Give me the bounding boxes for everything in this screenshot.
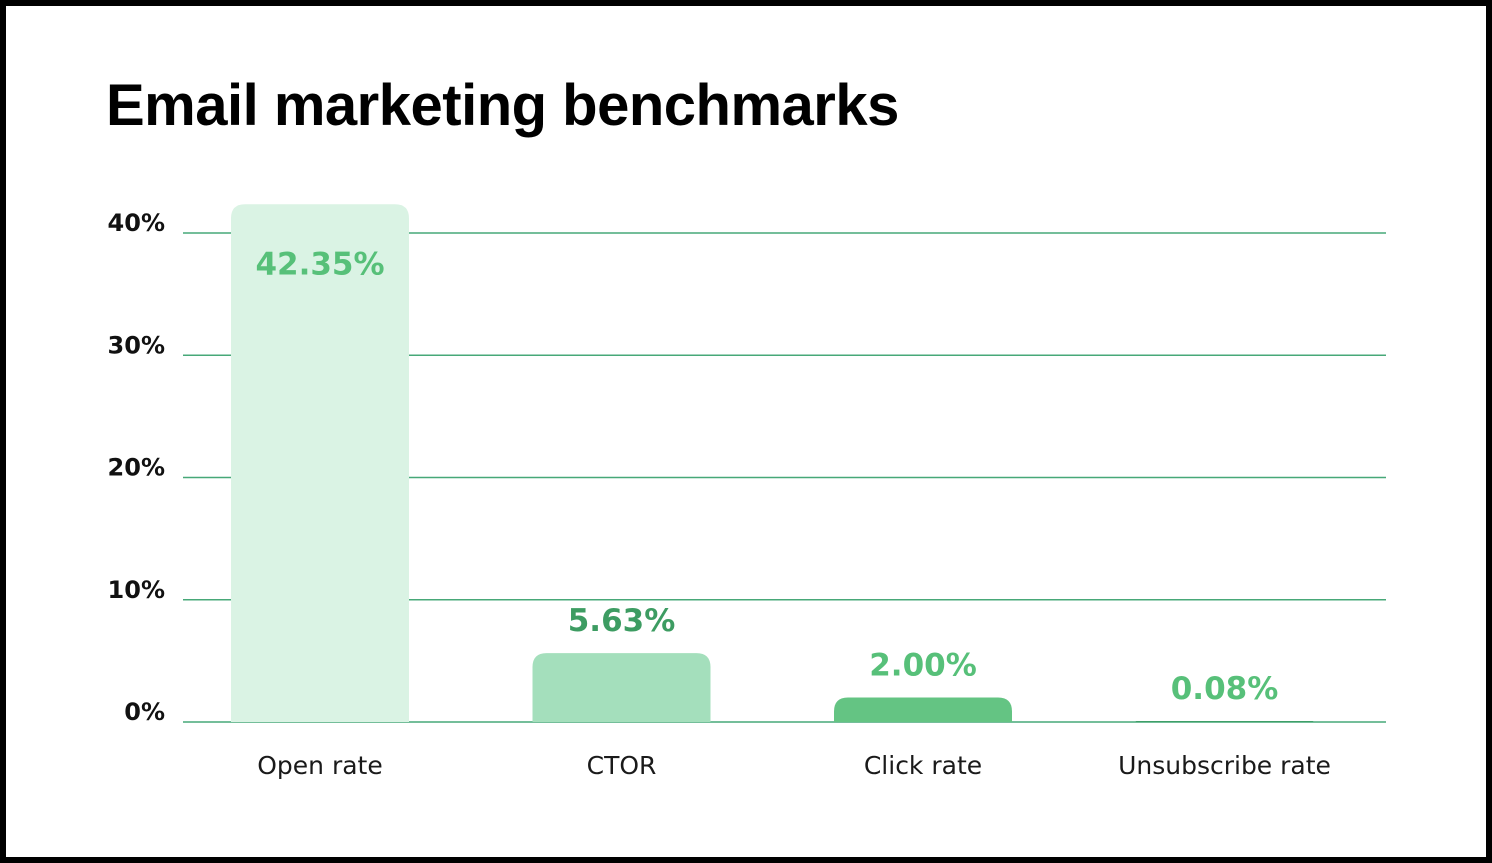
category-label: Open rate xyxy=(257,751,383,780)
bar xyxy=(532,653,711,722)
category-label: Click rate xyxy=(864,751,982,780)
y-tick-label: 30% xyxy=(108,331,165,359)
category-label: CTOR xyxy=(587,751,657,780)
data-label: 2.00% xyxy=(869,648,977,684)
data-label: 42.35% xyxy=(255,246,384,282)
y-tick-label: 40% xyxy=(108,209,165,237)
data-label: 5.63% xyxy=(568,603,676,639)
bar xyxy=(231,204,409,723)
y-tick-label: 0% xyxy=(124,698,165,726)
bars xyxy=(231,204,1314,723)
bar xyxy=(1135,721,1314,722)
bar xyxy=(834,697,1012,722)
y-tick-label: 20% xyxy=(108,454,165,482)
y-axis-ticks: 0% 10% 20% 30% 40% xyxy=(108,209,165,726)
category-label: Unsubscribe rate xyxy=(1118,751,1331,780)
data-labels: 42.35% 5.63% 2.00% 0.08% xyxy=(255,246,1278,707)
category-labels: Open rate CTOR Click rate Unsubscribe rate xyxy=(257,751,1331,780)
chart-title: Email marketing benchmarks xyxy=(106,73,899,138)
data-label: 0.08% xyxy=(1171,671,1279,707)
y-tick-label: 10% xyxy=(108,576,165,604)
